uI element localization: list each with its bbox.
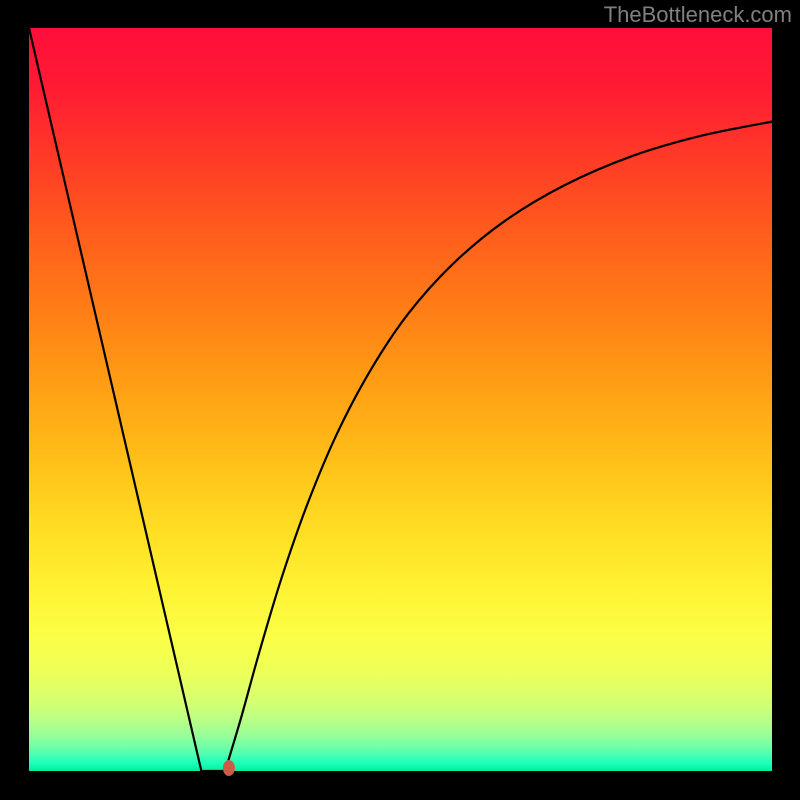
chart-container: TheBottleneck.com: [0, 0, 800, 800]
watermark-text: TheBottleneck.com: [604, 2, 792, 28]
bottleneck-chart: [0, 0, 800, 800]
